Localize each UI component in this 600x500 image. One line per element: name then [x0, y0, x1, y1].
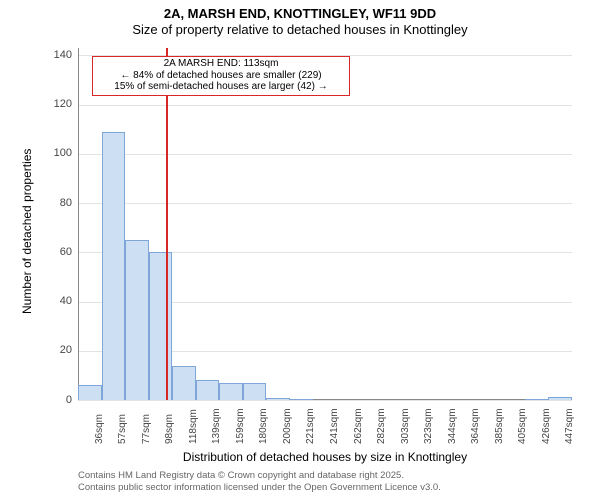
annotation-line: 2A MARSH END: 113sqm — [95, 58, 347, 70]
gridline — [78, 154, 572, 155]
x-tick-label: 77sqm — [141, 414, 152, 444]
gridline — [78, 105, 572, 106]
plot-area — [78, 48, 572, 400]
y-tick-label: 80 — [60, 197, 72, 209]
histogram-bar — [243, 383, 267, 400]
chart-container: 2A, MARSH END, KNOTTINGLEY, WF11 9DD Siz… — [0, 0, 600, 500]
x-tick-label: 323sqm — [423, 408, 434, 444]
x-tick-label: 405sqm — [517, 408, 528, 444]
histogram-bar — [548, 397, 572, 400]
annotation-line: 15% of semi-detached houses are larger (… — [95, 81, 347, 93]
attribution-footer: Contains HM Land Registry data © Crown c… — [78, 470, 441, 494]
histogram-bar — [525, 399, 549, 400]
y-tick-label: 60 — [60, 246, 72, 258]
x-tick-label: 98sqm — [164, 414, 175, 444]
chart-title-line2: Size of property relative to detached ho… — [0, 22, 600, 38]
histogram-bar — [102, 132, 126, 400]
histogram-bar — [290, 399, 314, 400]
histogram-bar — [149, 252, 173, 400]
gridline — [78, 203, 572, 204]
histogram-bar — [219, 383, 243, 400]
histogram-bar — [172, 366, 196, 400]
x-tick-label: 57sqm — [117, 414, 128, 444]
annotation-line: ← 84% of detached houses are smaller (22… — [95, 70, 347, 82]
x-tick-label: 447sqm — [564, 408, 575, 444]
x-tick-label: 344sqm — [447, 408, 458, 444]
y-tick-label: 120 — [54, 98, 72, 110]
x-tick-label: 159sqm — [235, 408, 246, 444]
histogram-bar — [196, 380, 220, 400]
x-tick-label: 118sqm — [188, 409, 199, 444]
x-tick-label: 241sqm — [329, 408, 340, 444]
x-tick-label: 36sqm — [94, 414, 105, 444]
footer-line: Contains public sector information licen… — [78, 482, 441, 494]
footer-line: Contains HM Land Registry data © Crown c… — [78, 470, 441, 482]
y-axis-label: Number of detached properties — [20, 149, 34, 314]
x-axis-label: Distribution of detached houses by size … — [78, 450, 572, 464]
y-tick-label: 140 — [54, 49, 72, 61]
x-tick-label: 139sqm — [211, 408, 222, 444]
gridline — [78, 400, 572, 401]
x-tick-label: 221sqm — [305, 408, 316, 444]
x-tick-label: 303sqm — [400, 408, 411, 444]
x-tick-label: 200sqm — [282, 408, 293, 444]
histogram-bar — [125, 240, 149, 400]
x-tick-label: 364sqm — [470, 408, 481, 444]
y-tick-label: 100 — [54, 147, 72, 159]
histogram-bar — [78, 385, 102, 400]
x-tick-label: 180sqm — [258, 408, 269, 444]
annotation-callout: 2A MARSH END: 113sqm← 84% of detached ho… — [92, 56, 350, 96]
x-tick-label: 282sqm — [376, 408, 387, 444]
y-tick-label: 0 — [66, 394, 72, 406]
y-axis-line — [78, 48, 79, 400]
chart-title-line1: 2A, MARSH END, KNOTTINGLEY, WF11 9DD — [0, 6, 600, 22]
reference-line — [166, 48, 168, 400]
histogram-bar — [266, 398, 290, 400]
y-tick-label: 40 — [60, 295, 72, 307]
x-tick-label: 426sqm — [541, 408, 552, 444]
x-tick-label: 385sqm — [494, 408, 505, 444]
x-tick-label: 262sqm — [353, 408, 364, 444]
y-tick-label: 20 — [60, 344, 72, 356]
